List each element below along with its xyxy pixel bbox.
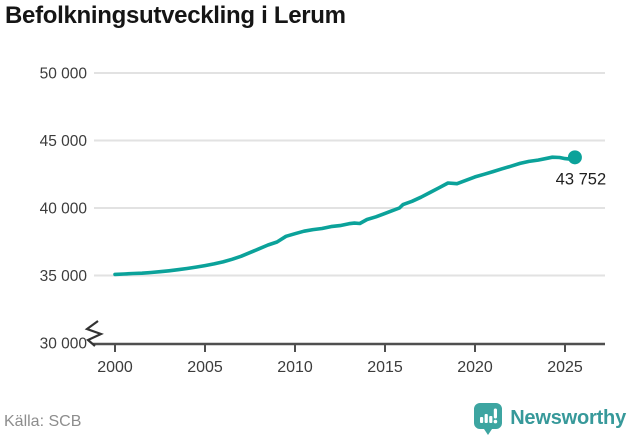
exclamation-stem <box>493 408 498 419</box>
end-value-label: 43 752 <box>556 170 606 188</box>
speech-bubble-shape <box>474 403 503 435</box>
x-tick-label: 2020 <box>457 359 493 376</box>
source-label: Källa: SCB <box>4 413 82 430</box>
population-line-chart: 30 000 35 000 40 000 45 000 50 000 2000 2005 20… <box>40 66 607 377</box>
bar-1 <box>480 417 484 423</box>
population-line <box>113 155 577 277</box>
page-title: Befolkningsutveckling i Lerum <box>5 2 346 29</box>
y-tick-label: 50 000 <box>40 66 88 83</box>
brand-name: Newsworthy <box>510 407 626 429</box>
y-tick-label: 30 000 <box>40 336 88 353</box>
x-tick-label: 2005 <box>187 359 223 376</box>
exclamation-dot <box>493 419 498 424</box>
x-tick-label: 2000 <box>97 359 133 376</box>
series-end-dot <box>567 150 582 165</box>
bar-3 <box>489 416 493 423</box>
x-tick-label: 2010 <box>277 359 313 376</box>
y-tick-label: 45 000 <box>40 133 88 150</box>
axis-break-icon <box>84 320 104 347</box>
y-tick-label: 40 000 <box>40 201 88 218</box>
bar-2 <box>484 414 488 423</box>
bar-chart-speech-bubble-icon <box>474 403 503 435</box>
x-tick-label: 2025 <box>547 359 583 376</box>
newsworthy-logo: Newsworthy <box>473 402 626 435</box>
y-tick-label: 35 000 <box>40 268 88 285</box>
x-tick-label: 2015 <box>367 359 403 376</box>
